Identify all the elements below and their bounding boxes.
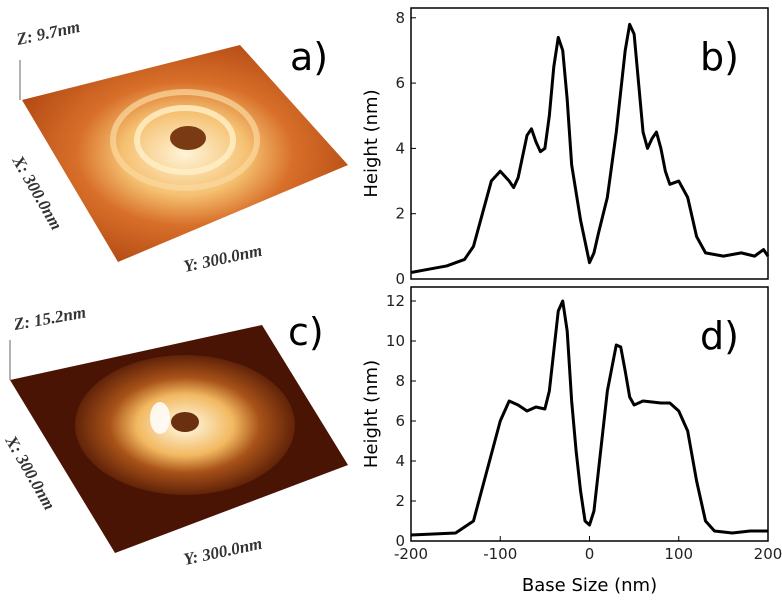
y-tick-label: 12 — [386, 292, 405, 310]
x-tick-label: 200 — [754, 545, 782, 563]
panel-label: b) — [700, 35, 739, 79]
y-tick-label: 0 — [395, 270, 405, 288]
x-tick-label: 0 — [585, 545, 595, 563]
x-axis-label: Base Size (nm) — [522, 575, 657, 596]
pit — [170, 126, 206, 150]
y-tick-label: 6 — [395, 74, 405, 92]
x-label: X: 300.0nm — [8, 152, 66, 234]
y-axis-label: Height (nm) — [361, 360, 382, 468]
peak — [150, 402, 170, 434]
y-tick-label: 2 — [395, 492, 405, 510]
y-tick-label: 8 — [395, 372, 405, 390]
y-tick-label: 4 — [395, 452, 405, 470]
x-tick-label: -200 — [394, 545, 428, 563]
panel-label: a) — [290, 35, 328, 79]
pit — [171, 412, 199, 432]
z-label: Z: 15.2nm — [11, 303, 87, 335]
x-tick-label: 100 — [664, 545, 693, 563]
panel-label: c) — [288, 310, 324, 354]
y-tick-label: 8 — [395, 9, 405, 27]
y-tick-label: 2 — [395, 205, 405, 223]
panel-label: d) — [700, 314, 739, 358]
afm-image: Z: 15.2nm X: 300.0nm Y: 300.0nm c) — [1, 303, 348, 569]
z-label: Z: 9.7nm — [14, 17, 82, 49]
y-tick-label: 4 — [395, 139, 405, 157]
y-tick-label: 10 — [386, 332, 405, 350]
afm-image: Z: 9.7nm X: 300.0nm Y: 300.0nm a) — [8, 17, 348, 276]
y-axis-label: Height (nm) — [361, 89, 382, 197]
y-label: Y: 300.0nm — [182, 534, 264, 569]
figure: Z: 9.7nm X: 300.0nm Y: 300.0nm a) Z: 15.… — [0, 0, 782, 603]
x-tick-label: -100 — [483, 545, 517, 563]
y-tick-label: 6 — [395, 412, 405, 430]
y-label: Y: 300.0nm — [182, 241, 264, 276]
